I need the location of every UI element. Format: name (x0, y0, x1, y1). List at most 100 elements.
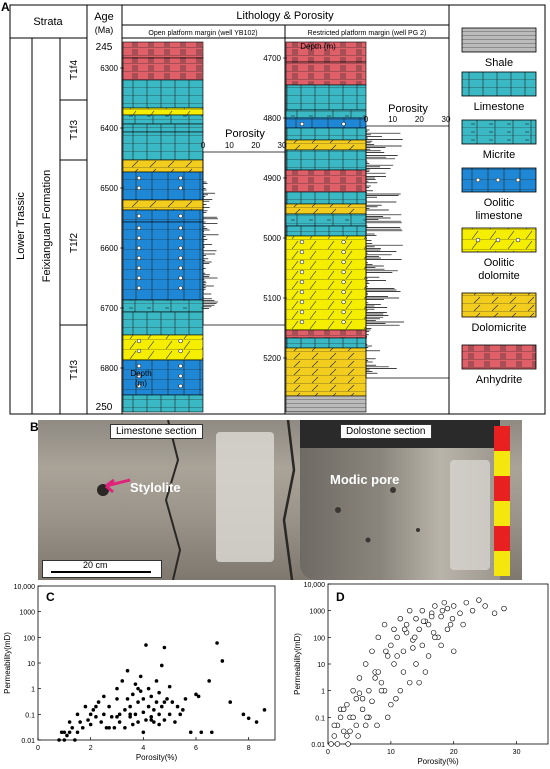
scatter-point (133, 682, 138, 686)
scale-bar-line (51, 571, 151, 573)
porosity-tick-label: 0 (201, 141, 206, 150)
lithology-layer (285, 139, 367, 151)
scatter-point (65, 733, 69, 738)
scatter-point (337, 714, 344, 721)
plot-area (37, 585, 276, 741)
scatter-point (449, 615, 456, 622)
lithology-layer (285, 191, 367, 205)
scatter-point (144, 643, 148, 647)
y-tick-label: 1 (321, 689, 325, 696)
scatter-point (152, 708, 156, 712)
scatter-point (170, 700, 175, 704)
scatter-point (331, 722, 337, 729)
scatter-point (385, 653, 391, 659)
scatter-point (391, 661, 397, 667)
scatter-point (157, 722, 161, 727)
scatter-point (425, 653, 432, 659)
ooid-mark (299, 279, 305, 285)
x-tick-label: 8 (247, 745, 251, 752)
lithology-layer (122, 311, 204, 336)
y-tick-label: 100 (313, 635, 325, 642)
scatter-point (88, 712, 93, 717)
porosity-label-2: Porosity (388, 103, 428, 115)
depth-label-pg2: 4700 (263, 54, 281, 63)
ooid-mark (341, 289, 346, 295)
ooid-mark (178, 213, 183, 219)
ooid-mark (136, 225, 142, 231)
depth1-unit: (m) (135, 379, 147, 388)
scatter-point (196, 694, 201, 699)
scatter-point (393, 695, 399, 702)
porosity-1-ticks: 0 10 20 30 (201, 141, 287, 150)
scatter-point (359, 695, 366, 702)
scatter-point (401, 626, 408, 633)
x-tick-label: 30 (513, 749, 521, 756)
scatter-point (432, 603, 438, 609)
scatter-point (369, 698, 375, 704)
scatter-point (419, 642, 425, 649)
legend-ooid-mark (475, 177, 481, 183)
scatter-point (78, 720, 82, 724)
scatter-point (388, 701, 394, 708)
ooid-mark (178, 255, 183, 261)
scatter-point (96, 700, 101, 704)
scatter-chart-d: 10,000 1000 100 10 1 0.1 0.010 10 20 30 Porosity(%… (293, 582, 549, 766)
scatter-point (241, 712, 246, 717)
scatter-point (59, 730, 64, 735)
scatter-point (364, 714, 370, 721)
age-header: Age (94, 11, 114, 23)
panel-d-letter: D (336, 590, 345, 604)
lithology-layer (285, 203, 367, 215)
scatter-point (356, 690, 363, 696)
core-photo: Limestone section Dolostone section Styl… (38, 420, 522, 580)
scatter-point (115, 715, 119, 719)
ooid-mark (136, 348, 142, 354)
well-pg2-depths: 4700 4800 4900 5000 5100 5200 (263, 54, 287, 363)
ooid-mark (178, 363, 183, 369)
scatter-point (188, 730, 193, 735)
scatter-point (120, 679, 125, 683)
legend-label: limestone (475, 210, 522, 222)
scatter-point (341, 728, 347, 734)
scatter-point (86, 718, 90, 722)
scatter-point (112, 725, 117, 730)
scatter-point (400, 648, 407, 654)
scatter-point (115, 697, 119, 701)
scatter-point (394, 653, 400, 659)
scatter-point (125, 668, 130, 673)
scatter-point (94, 704, 98, 709)
legend-ooid-mark (475, 237, 481, 243)
scatter-point (341, 706, 347, 713)
scatter-point (159, 704, 164, 709)
scatter-point (154, 679, 159, 683)
lithology-layer (122, 221, 204, 301)
scatter-point (469, 607, 476, 614)
ooid-mark (136, 363, 142, 369)
scatter-point (375, 634, 381, 641)
scatter-point (444, 605, 451, 612)
scatter-point (146, 704, 151, 709)
scatter-point (388, 642, 394, 649)
scatter-point (403, 621, 410, 628)
ooid-mark (299, 121, 305, 127)
scatter-point (413, 615, 419, 622)
panel-a-letter: A (1, 0, 10, 14)
ooid-mark (178, 383, 183, 389)
lithology-layer (285, 395, 367, 413)
lithology-layer (285, 61, 367, 86)
legend-label: Oolitic (484, 257, 515, 269)
depth-label-yb102: 6300 (100, 64, 118, 73)
legend-swatch (461, 344, 537, 370)
legend-swatch (461, 27, 537, 53)
ooid-mark (178, 373, 183, 379)
lithology-layer (122, 123, 204, 133)
depth-label-pg2: 5000 (263, 234, 281, 243)
member-t1f3-lower: T1f3 (69, 360, 80, 380)
age-bottom: 250 (96, 402, 113, 413)
porosity-tick-label: 30 (442, 115, 451, 124)
scatter-point (136, 720, 140, 724)
legend-ooid-mark (515, 237, 521, 243)
lithology-layer (122, 114, 204, 125)
scatter-point (501, 605, 507, 612)
scatter-point (159, 663, 164, 668)
